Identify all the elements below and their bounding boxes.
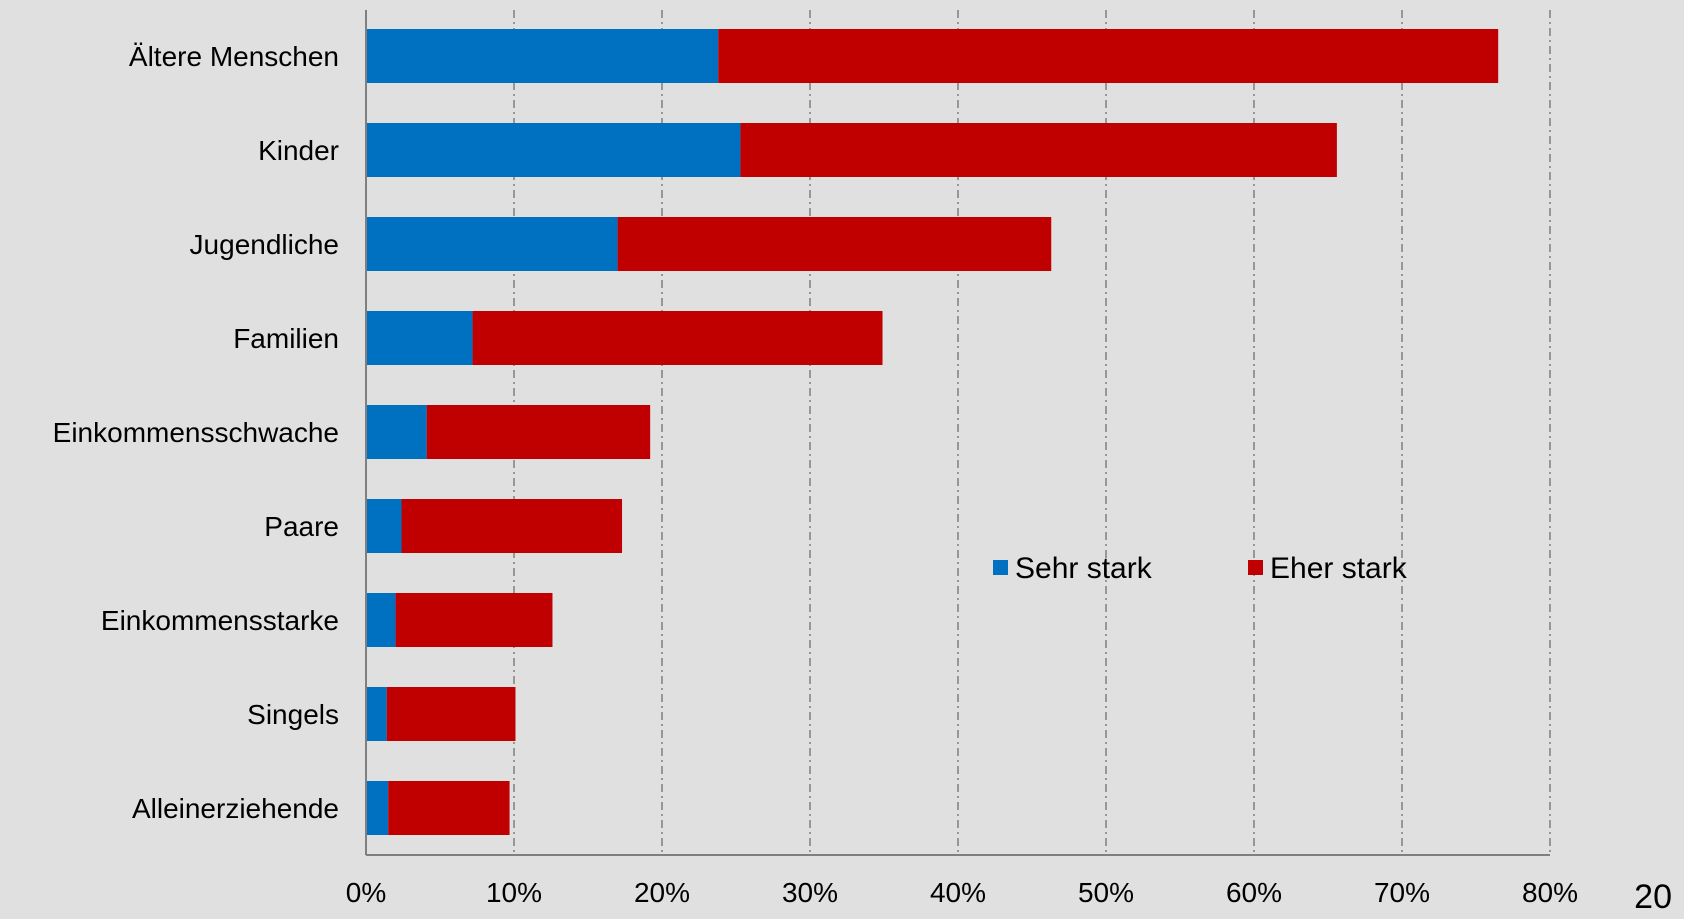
x-tick-label: 0% (346, 877, 386, 908)
bar-segment-eher-stark (718, 29, 1499, 83)
x-tick-label: 80% (1522, 877, 1578, 908)
category-label: Jugendliche (190, 229, 339, 260)
category-label: Ältere Menschen (129, 41, 339, 72)
bar-segment-eher-stark (472, 311, 883, 365)
legend-swatch (993, 560, 1008, 575)
page-number: 20 (1634, 878, 1672, 916)
category-label: Singels (247, 699, 339, 730)
category-label: Einkommensstarke (101, 605, 339, 636)
bar-segment-eher-stark (740, 123, 1337, 177)
bar-segment-sehr-stark (366, 29, 719, 83)
x-tick-label: 10% (486, 877, 542, 908)
bar-segment-sehr-stark (366, 217, 618, 271)
legend-swatch (1248, 560, 1263, 575)
category-label: Einkommensschwache (53, 417, 339, 448)
legend-label: Eher stark (1270, 552, 1408, 585)
bar-segment-eher-stark (388, 781, 510, 835)
bar-segment-sehr-stark (366, 311, 473, 365)
x-tick-label: 70% (1374, 877, 1430, 908)
bar-segment-eher-stark (401, 499, 623, 553)
legend-label: Sehr stark (1015, 552, 1153, 585)
x-tick-label: 30% (782, 877, 838, 908)
category-label: Alleinerziehende (132, 793, 339, 824)
x-tick-label: 20% (634, 877, 690, 908)
bar-segment-eher-stark (395, 593, 553, 647)
x-tick-label: 40% (930, 877, 986, 908)
x-tick-label: 50% (1078, 877, 1134, 908)
category-label: Familien (233, 323, 339, 354)
bar-segment-eher-stark (617, 217, 1052, 271)
category-label: Paare (264, 511, 339, 542)
bar-segment-sehr-stark (366, 687, 387, 741)
bar-segment-sehr-stark (366, 405, 427, 459)
bar-segment-sehr-stark (366, 781, 389, 835)
x-tick-label: 60% (1226, 877, 1282, 908)
bar-segment-sehr-stark (366, 593, 396, 647)
bar-segment-eher-stark (386, 687, 516, 741)
bar-segment-sehr-stark (366, 499, 402, 553)
bar-segment-eher-stark (426, 405, 651, 459)
category-label: Kinder (258, 135, 339, 166)
bar-segment-sehr-stark (366, 123, 741, 177)
